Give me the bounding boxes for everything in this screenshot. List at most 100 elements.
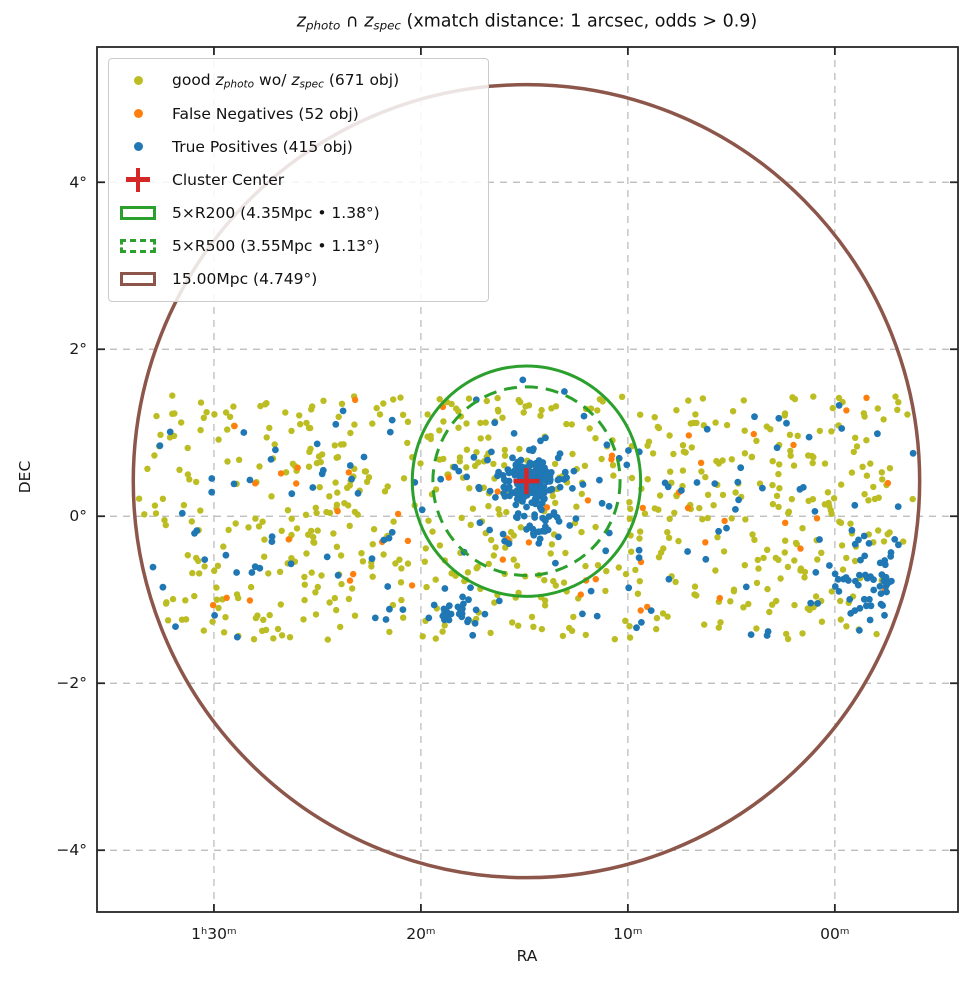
scatter-point [810, 454, 817, 461]
scatter-point [772, 554, 779, 562]
scatter-point [209, 618, 216, 625]
scatter-point [538, 406, 545, 414]
scatter-point [169, 392, 176, 399]
scatter-point [516, 445, 523, 453]
scatter-point [763, 632, 771, 639]
scatter-point [338, 400, 346, 407]
scatter-point [230, 403, 237, 410]
scatter-point [541, 602, 549, 609]
scatter-point [297, 421, 304, 428]
scatter-point [316, 484, 323, 491]
scatter-point [549, 492, 556, 500]
scatter-point [740, 397, 747, 404]
scatter-point [513, 562, 521, 569]
scatter-point [386, 628, 393, 636]
scatter-point [666, 515, 673, 522]
scatter-point [852, 434, 859, 441]
scatter-point [830, 495, 838, 502]
scatter-point [579, 610, 586, 618]
scatter-point [884, 479, 892, 487]
scatter-point [376, 411, 384, 418]
scatter-point [390, 518, 397, 525]
scatter-point [358, 550, 365, 557]
scatter-point [440, 455, 447, 463]
scatter-point [500, 476, 508, 484]
scatter-point [235, 456, 243, 463]
scatter-point [294, 464, 301, 471]
scatter-point [496, 511, 503, 518]
scatter-point [500, 483, 508, 491]
scatter-point [527, 483, 535, 491]
scatter-point [532, 461, 539, 468]
rect-swatch [120, 205, 156, 220]
scatter-point [573, 503, 580, 510]
scatter-point [843, 407, 850, 414]
scatter-point [222, 551, 230, 559]
scatter-point [685, 432, 692, 439]
scatter-point [501, 462, 508, 469]
scatter-point [308, 569, 315, 576]
scatter-point [469, 505, 477, 512]
scatter-point [300, 616, 307, 623]
scatter-point [863, 602, 870, 610]
scatter-point [593, 612, 601, 620]
text-part: photo [305, 18, 341, 33]
scatter-point [856, 571, 863, 579]
scatter-point [429, 528, 436, 535]
legend-row-0: good zphoto wo/ zspec (671 obj) [115, 64, 478, 97]
text-part: 5×R500 (3.55Mpc • 1.13°) [172, 236, 380, 255]
scatter-point [333, 606, 340, 614]
scatter-point [622, 617, 629, 624]
scatter-point [268, 493, 275, 500]
scatter-point [268, 538, 276, 545]
scatter-point [637, 411, 644, 418]
scatter-point [776, 461, 783, 468]
scatter-point [863, 394, 870, 401]
scatter-point [678, 487, 685, 494]
scatter-point [563, 474, 570, 481]
legend-row-6: 15.00Mpc (4.749°) [115, 262, 478, 295]
scatter-point [644, 476, 651, 483]
scatter-point [506, 468, 514, 476]
scatter-point [699, 516, 706, 523]
scatter-point [189, 569, 196, 577]
scatter-point [260, 616, 267, 623]
scatter-point [870, 483, 877, 491]
scatter-point [876, 583, 884, 590]
scatter-point [362, 468, 370, 475]
scatter-point [398, 596, 405, 604]
scatter-point [421, 558, 428, 565]
scatter-point [252, 515, 259, 522]
scatter-point [863, 437, 870, 444]
scatter-point [247, 583, 255, 591]
scatter-point [256, 564, 264, 572]
scatter-point [608, 452, 616, 459]
scatter-point [266, 611, 273, 619]
scatter-point [430, 601, 438, 609]
scatter-point [749, 531, 756, 538]
scatter-point [467, 521, 474, 528]
scatter-point [233, 633, 241, 641]
scatter-point [684, 504, 692, 512]
x-tick-label: 1ʰ30ᵐ [191, 925, 237, 943]
scatter-point [881, 611, 888, 619]
scatter-point [437, 475, 445, 483]
scatter-point [332, 479, 339, 486]
scatter-point [484, 456, 491, 464]
scatter-point [287, 560, 295, 568]
legend: good zphoto wo/ zspec (671 obj) False Neg… [108, 58, 489, 302]
scatter-point [494, 394, 501, 402]
scatter-point [809, 459, 816, 467]
scatter-point [337, 552, 345, 559]
scatter-point [339, 407, 347, 415]
scatter-point [759, 484, 766, 492]
scatter-point [610, 472, 617, 479]
legend-marker-rect-dashed-icon [115, 238, 161, 253]
scatter-point [384, 483, 391, 490]
scatter-point [501, 492, 509, 500]
scatter-point [750, 430, 757, 438]
scatter-point [520, 409, 527, 416]
scatter-point [626, 499, 633, 506]
scatter-point [828, 428, 835, 435]
scatter-point [555, 533, 562, 541]
